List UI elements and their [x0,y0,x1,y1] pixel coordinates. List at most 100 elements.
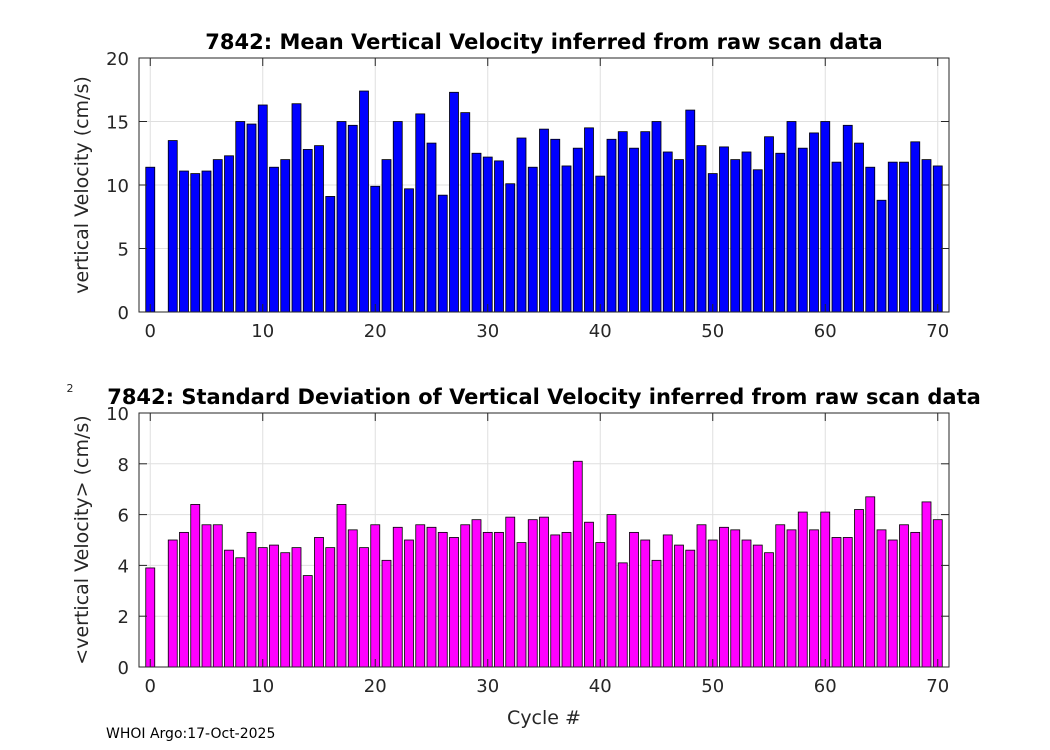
chart1-x-tick-label: 50 [701,321,724,342]
chart2-bar [269,544,279,668]
chart1-bar [449,91,459,313]
chart1-bar [842,124,853,313]
chart2-bar [471,519,482,668]
chart1-bar [775,152,786,313]
chart2-x-tick-label: 60 [814,676,837,697]
chart1-bar [932,165,943,313]
chart1-bar [809,132,819,313]
chart2-bar [910,531,921,668]
chart2-bar [482,531,493,668]
chart1-bar [764,136,774,313]
chart1-x-tick-label: 20 [364,321,387,342]
chart2-bar [302,575,313,668]
chart1-y-tick-label: 20 [106,49,129,70]
chart1-bar [426,142,437,313]
chart2-bar [617,562,628,668]
chart1-x-tick-label: 40 [589,321,612,342]
chart1-bar [381,159,392,313]
chart1-y-axis-label: vertical Velocity (cm/s) [71,76,93,294]
chart2-bar [741,539,752,668]
chart1-bar [336,121,347,313]
chart1-bar [145,166,156,313]
chart1-x-tick-label: 70 [926,321,949,342]
chart2-bar [876,529,887,668]
chart1-bar [651,121,662,313]
chart2-bar [786,529,797,668]
chart2-bar [696,524,707,668]
chart2-bar [190,504,201,668]
chart2-bar [865,496,876,668]
chart1-bar [482,156,493,313]
chart2-bar [449,537,459,668]
chart1-bar [820,121,831,313]
chart1-bar [899,161,909,313]
chart2-bar [426,526,437,668]
chart1-y-tick-label: 15 [106,113,129,134]
chart2-y-tick-label: 8 [118,455,129,476]
chart2-bar [415,524,426,668]
chart1-bar [437,194,448,313]
chart1-bar [471,152,482,313]
chart2-x-tick-label: 10 [251,676,274,697]
chart1-bar [494,160,504,313]
chart2-bar [820,511,831,668]
chart2-bar [674,544,684,668]
chart2-bar [752,544,763,668]
chart2-bar [167,539,178,668]
chart2-bar [640,539,651,668]
chart2-bar [775,524,786,668]
chart2-y-exponent-mark: 2 [67,382,74,395]
chart2-y-tick-label: 10 [106,404,129,425]
chart2-bar [921,501,932,668]
chart1-bar [505,183,516,313]
chart1-bar [786,121,797,313]
chart1-bar [910,141,921,313]
chart2-bar [842,537,853,668]
chart2-bar [145,567,156,668]
chart2-x-tick-label: 0 [145,676,156,697]
chart1-bar [201,170,212,313]
chart2-bar [437,531,448,668]
chart2-bar [809,529,819,668]
chart1-title: 7842: Mean Vertical Velocity inferred fr… [205,30,882,54]
chart1-y-tick-label: 0 [118,303,129,324]
chart1-bar [629,147,639,313]
chart1-bar [415,113,426,313]
chart1-bar [539,128,549,313]
chart2-bar [325,547,336,668]
chart1-bar [246,123,257,313]
chart2-bar [629,531,639,668]
chart2-x-tick-label: 20 [364,676,387,697]
chart1-bar [595,175,606,313]
chart1-bar [865,166,876,313]
chart1-bar [707,173,718,313]
chart2-title: 7842: Standard Deviation of Vertical Vel… [107,385,981,409]
chart2-bar [651,559,662,668]
chart2-bar [707,539,718,668]
chart1-bar [572,147,583,313]
chart1-bar [550,138,561,313]
chart2-x-axis-label: Cycle # [507,707,581,729]
chart2-bar [831,537,842,668]
chart1-bar [269,166,279,313]
chart2-bar [347,529,358,668]
chart1-bar [460,112,471,313]
chart2-bar [527,519,538,668]
chart1-bar [235,121,246,313]
chart1-bar [696,145,707,313]
chart2-bar [381,559,392,668]
chart2-axes-box [138,412,950,668]
chart2-bar [932,519,943,668]
chart2-bar [572,460,583,668]
chart1-bar [921,159,932,313]
chart2-y-tick-label: 4 [118,556,129,577]
chart1-bar [404,188,414,313]
chart2-bar [235,557,246,668]
chart1-bar [527,166,538,313]
chart1-bar [212,159,223,313]
chart1-bar [325,196,336,313]
chart2-y-tick-label: 6 [118,506,129,527]
chart1-bar [179,170,189,313]
chart2-bar [246,531,257,668]
chart1-x-tick-label: 60 [814,321,837,342]
